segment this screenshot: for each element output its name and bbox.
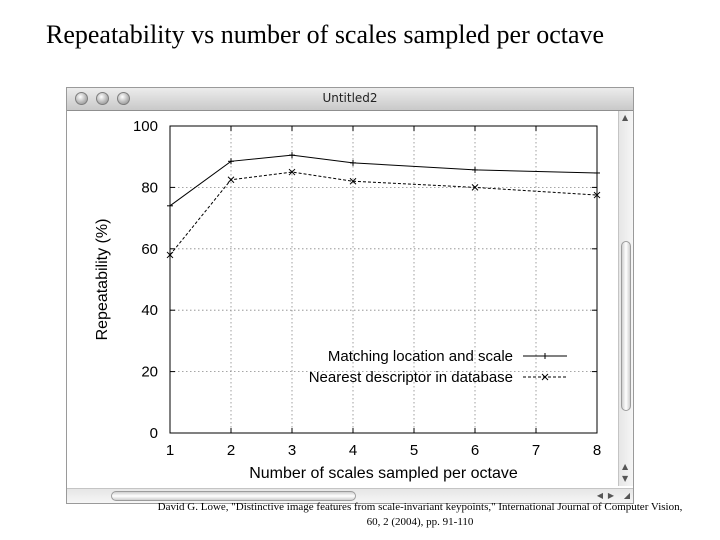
minimize-button[interactable] [96,92,109,105]
plot-window: Untitled2 1 2 3 4 5 6 7 8 0 20 40 60 80 100 Number of … [66,87,634,504]
scroll-down-icon[interactable]: ▼ [622,474,629,483]
scroll-up-arrow-icon[interactable]: ▲ [622,462,629,471]
plot-frame [169,125,598,434]
y-tick-label: 60 [141,241,158,258]
zoom-button[interactable] [117,92,130,105]
x-tick-label: 4 [349,442,357,459]
series-2-point [593,191,601,199]
series-line-2 [169,171,598,256]
y-tick-label: 100 [133,118,158,135]
resize-grip-icon[interactable]: ◢ [623,491,630,500]
y-tick-label: 0 [150,425,158,442]
vertical-scrollbar[interactable]: ▲ ▲ ▼ [618,111,633,486]
x-tick-label: 5 [410,442,418,459]
y-tick-label: 40 [141,302,158,319]
series-2-point [166,251,174,259]
series-1-point [167,202,173,209]
window-titlebar[interactable]: Untitled2 [67,88,633,111]
legend-label: Matching location and scale [328,348,513,365]
citation: David G. Lowe, "Distinctive image featur… [157,501,683,528]
series-1-point [228,158,234,165]
horizontal-scroll-thumb[interactable] [111,491,356,501]
series-1-point [472,166,478,173]
horizontal-scrollbar[interactable]: ◀ ▶ ◢ [67,488,633,503]
vertical-scroll-thumb[interactable] [621,241,631,411]
slide-title: Repeatability vs number of scales sample… [46,20,605,49]
x-tick-label: 6 [471,442,479,459]
scroll-right-icon[interactable]: ▶ [607,491,614,500]
series-2-point [227,176,235,184]
y-tick-label: 80 [141,179,158,196]
x-tick-label: 1 [166,442,174,459]
series-line-1 [169,154,598,207]
window-title: Untitled2 [322,91,378,105]
scroll-up-icon[interactable]: ▲ [622,113,629,122]
legend-marker [542,353,548,359]
series-2-point [288,168,296,176]
y-axis-label: Repeatability (%) [94,219,111,341]
scroll-left-icon[interactable]: ◀ [596,491,603,500]
x-axis-label: Number of scales sampled per octave [249,465,518,482]
x-tick-label: 3 [288,442,296,459]
series-1-point [350,159,356,166]
x-tick-label: 8 [593,442,601,459]
close-button[interactable] [75,92,88,105]
x-tick-label: 2 [227,442,235,459]
series-2-point [471,184,479,191]
series-1-point [289,152,295,159]
y-tick-label: 20 [141,364,158,381]
legend-marker [541,373,549,381]
legend-label: Nearest descriptor in database [309,369,513,386]
series-1-point [594,169,600,176]
x-tick-label: 7 [532,442,540,459]
series-2-point [349,177,357,185]
